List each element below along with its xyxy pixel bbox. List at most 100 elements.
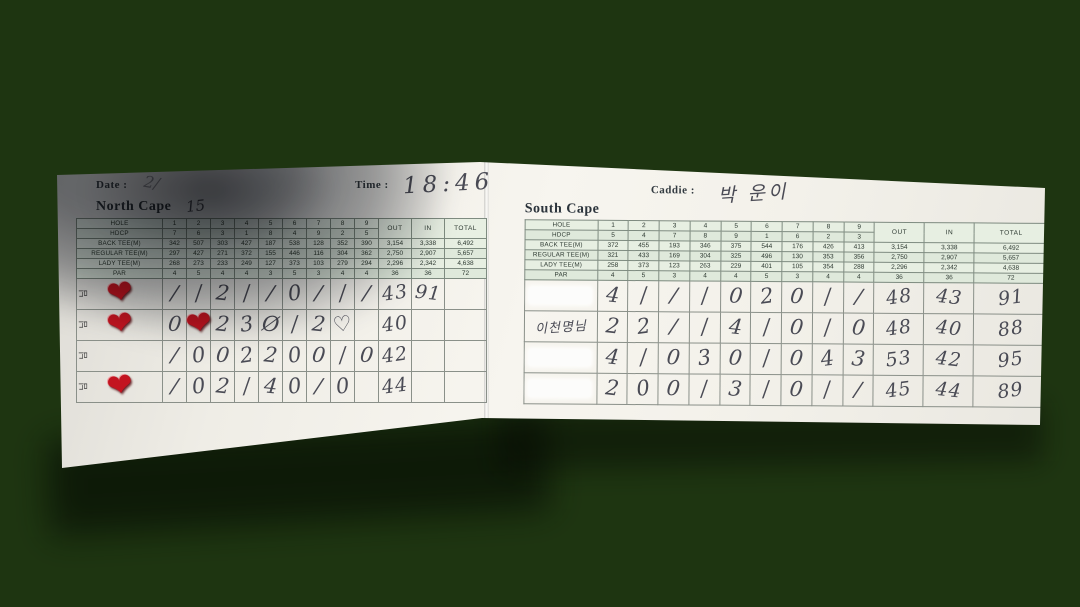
handwritten-score: 4 — [604, 282, 621, 308]
handwritten-score: / — [313, 373, 324, 399]
handwritten-score: / — [760, 345, 772, 371]
score-cell: 0 — [781, 343, 813, 375]
score-cell: 0 — [658, 342, 690, 374]
printed-value: 4 — [162, 268, 187, 279]
score-cell: / — [234, 278, 259, 310]
caddie-handwriting: 박 운이 — [717, 180, 790, 208]
handwritten-out: 48 — [884, 315, 914, 341]
score-cell: 0 — [720, 281, 752, 313]
printed-value: 249 — [234, 258, 259, 269]
printed-value: 123 — [658, 260, 690, 271]
printed-value: 187 — [258, 238, 283, 249]
printed-value: 4 — [210, 268, 235, 279]
printed-value: 3 — [658, 270, 690, 281]
printed-value: 303 — [210, 238, 235, 249]
handwritten-score: 0 — [788, 376, 805, 402]
player-score-row: 2 0 0/3/0//45 44 89 — [523, 372, 1045, 408]
printed-total: 4,638 — [974, 262, 1045, 274]
score-cell: ❤ — [183, 304, 214, 343]
printed-out: 3,154 — [378, 238, 412, 249]
score-cell: / — [811, 374, 843, 407]
handwritten-score: 4 — [819, 345, 836, 372]
printed-total: 72 — [974, 272, 1045, 284]
handwritten-score: 4 — [604, 344, 621, 370]
score-cell: / — [843, 282, 875, 314]
printed-value: 353 — [812, 251, 844, 263]
handwritten-score: / — [853, 284, 864, 309]
summary-header: OUT — [874, 222, 925, 243]
score-cell: / — [627, 280, 659, 312]
handwritten-score: 0 — [788, 345, 805, 371]
printed-value: 362 — [354, 248, 379, 259]
score-cell: / — [234, 371, 259, 403]
player-name-cell: 님 ❤ — [76, 304, 163, 342]
handwritten-score: / — [169, 280, 180, 306]
heart-sticker-icon: ❤ — [103, 365, 136, 405]
fold-crease — [484, 162, 489, 468]
printed-row: PAR 4 5 4 4 3 5 3 4 4 36 36 72 — [76, 268, 487, 279]
score-cell: 2 — [596, 373, 628, 405]
printed-value: 6 — [186, 228, 211, 239]
score-total-cell — [444, 371, 487, 403]
printed-total: 6,492 — [974, 242, 1045, 254]
printed-value: 7 — [306, 218, 331, 229]
printed-value: 413 — [843, 242, 875, 253]
score-cell: / — [162, 371, 187, 403]
player-name: 님 — [79, 320, 90, 329]
score-out-cell: 42 — [378, 340, 412, 372]
handwritten-score: 2 — [758, 283, 775, 309]
score-cell: 0 — [781, 281, 813, 313]
printed-in: 3,338 — [924, 242, 975, 253]
summary-header: TOTAL — [974, 222, 1045, 244]
handwritten-score: / — [265, 280, 276, 306]
handwritten-in: 43 — [934, 284, 964, 310]
handwritten-score: ♡ — [331, 310, 354, 338]
handwritten-score: 3 — [850, 345, 867, 372]
heart-sticker-icon: ❤ — [182, 303, 215, 343]
printed-value: 4 — [234, 218, 259, 229]
handwritten-out: 44 — [380, 373, 410, 399]
score-cell: / — [627, 342, 659, 374]
handwritten-score: / — [361, 280, 372, 306]
handwritten-out: 53 — [884, 346, 913, 372]
printed-value: 3 — [843, 232, 875, 243]
handwritten-score: / — [241, 373, 252, 399]
score-cell: 0 — [330, 371, 355, 403]
printed-value: 7 — [782, 221, 814, 232]
score-in-cell: 44 — [923, 375, 974, 407]
score-in-cell: 42 — [923, 344, 974, 376]
printed-in: 2,342 — [924, 262, 975, 273]
printed-value: 105 — [781, 261, 813, 272]
handwritten-score: / — [760, 376, 771, 402]
row-label: HDCP — [525, 229, 598, 241]
printed-value: 4 — [689, 220, 721, 232]
score-cell: 0 — [354, 340, 379, 372]
handwritten-score: 2 — [310, 311, 327, 337]
score-cell: / — [354, 278, 379, 310]
south-cape-table: HOLE 1 2 3 4 5 6 7 8 9 OUT IN TOTAL HDCP 5 4 7 8 9 1 6 2 3 BACK… — [523, 219, 1045, 408]
printed-value: 6 — [282, 218, 307, 229]
handwritten-score: 0 — [334, 373, 351, 399]
handwritten-score: 2 — [214, 373, 231, 399]
printed-row: LADY TEE(M) 268 273 233 249 127 373 103 279 294 2,… — [76, 258, 487, 269]
handwritten-score: / — [337, 280, 348, 306]
printed-value: 401 — [751, 261, 783, 272]
score-cell: / — [306, 371, 331, 403]
printed-value: 356 — [843, 252, 875, 263]
printed-value: 155 — [258, 248, 283, 259]
time-label: Time : — [355, 179, 389, 191]
printed-value: 7 — [162, 228, 187, 239]
row-label: BACK TEE(M) — [76, 238, 163, 249]
printed-in: 2,342 — [411, 258, 445, 269]
printed-value: 342 — [162, 238, 187, 249]
score-cell: / — [812, 312, 844, 345]
printed-value: 1 — [597, 220, 629, 231]
printed-value: 2 — [812, 231, 844, 243]
printed-value: 4 — [628, 230, 660, 241]
printed-value: 346 — [689, 240, 721, 252]
printed-value: 258 — [597, 260, 629, 271]
score-in-cell: 91 — [411, 278, 445, 310]
printed-value: 4 — [597, 270, 629, 281]
printed-value: 496 — [751, 251, 783, 262]
score-cell: / — [258, 278, 283, 310]
